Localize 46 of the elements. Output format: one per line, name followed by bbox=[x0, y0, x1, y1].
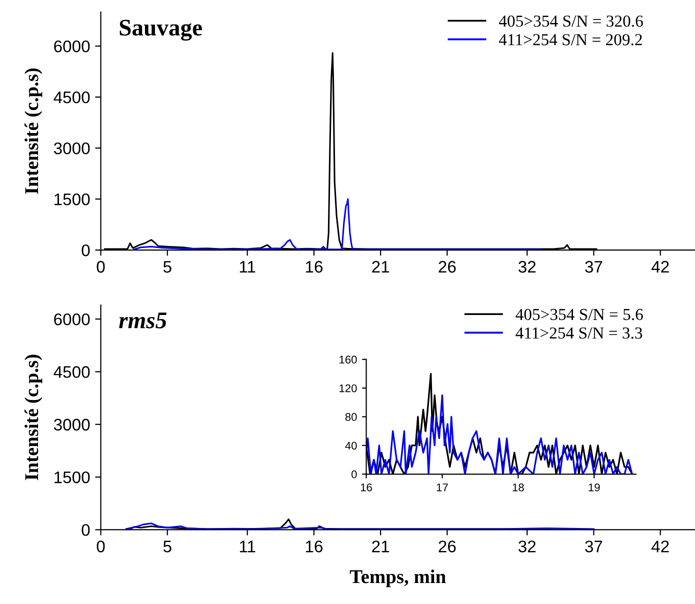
x-tick-label: 26 bbox=[438, 260, 456, 273]
y-tick-label: 4500 bbox=[54, 91, 90, 104]
x-tick-label: 16 bbox=[360, 483, 372, 492]
x-tick-label: 21 bbox=[372, 260, 390, 273]
x-tick-label: 21 bbox=[372, 540, 390, 552]
y-tick-label: 6000 bbox=[54, 40, 90, 52]
y-tick-label: 160 bbox=[340, 356, 357, 364]
y-tick-label: 0 bbox=[82, 244, 90, 256]
y-axis-title: Intensité (c.p.s) bbox=[24, 68, 42, 194]
y-tick-label: 3000 bbox=[54, 418, 90, 431]
x-tick-label: 5 bbox=[163, 261, 172, 273]
y-tick-label: 6000 bbox=[54, 313, 90, 326]
legend-label: 405>354 S/N = 320.6 bbox=[499, 16, 643, 27]
x-tick-label: 5 bbox=[163, 540, 172, 552]
x-axis-title: Temps, min bbox=[350, 570, 446, 588]
y-tick-label: 1500 bbox=[54, 193, 90, 206]
x-tick-label: 16 bbox=[306, 540, 322, 552]
legend-label: 405>354 S/N = 5.6 bbox=[516, 308, 643, 320]
x-tick-label: 26 bbox=[438, 540, 456, 552]
x-tick-label: 16 bbox=[306, 260, 322, 273]
x-tick-label: 19 bbox=[588, 483, 600, 492]
x-tick-label: 32 bbox=[518, 540, 536, 552]
y-tick-label: 0 bbox=[351, 470, 357, 478]
y-tick-label: 40 bbox=[345, 442, 357, 450]
x-tick-label: 32 bbox=[518, 260, 536, 273]
x-tick-label: 17 bbox=[436, 484, 448, 492]
y-tick-label: 80 bbox=[345, 413, 357, 421]
x-tick-label: 18 bbox=[512, 483, 524, 492]
y-tick-label: 120 bbox=[340, 384, 357, 392]
chart-title: Sauvage bbox=[120, 20, 202, 41]
x-tick-label: 0 bbox=[96, 260, 105, 273]
y-axis-title: Intensité (c.p.s) bbox=[24, 354, 42, 480]
legend-label: 411>254 S/N = 3.3 bbox=[516, 327, 642, 339]
y-tick-label: 3000 bbox=[54, 142, 90, 154]
chart-title: rms5 bbox=[119, 312, 167, 328]
x-tick-label: 37 bbox=[585, 260, 602, 273]
x-tick-label: 11 bbox=[240, 261, 256, 273]
y-tick-label: 4500 bbox=[54, 366, 90, 378]
y-tick-label: 0 bbox=[82, 524, 90, 536]
x-tick-label: 0 bbox=[96, 540, 105, 552]
x-tick-label: 37 bbox=[585, 540, 602, 552]
x-tick-label: 42 bbox=[651, 540, 669, 552]
y-tick-label: 1500 bbox=[54, 471, 90, 484]
legend-label: 411>254 S/N = 209.2 bbox=[499, 34, 642, 46]
x-tick-label: 42 bbox=[651, 260, 669, 273]
x-tick-label: 11 bbox=[240, 540, 256, 552]
